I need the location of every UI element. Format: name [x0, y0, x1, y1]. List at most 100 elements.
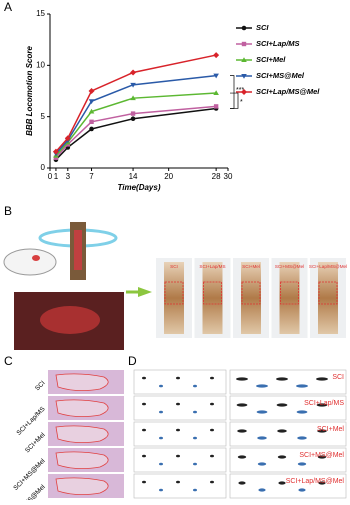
row-label: SCI+Mel: [24, 431, 47, 454]
print: [142, 454, 146, 458]
print: [316, 403, 328, 407]
print: [210, 402, 214, 406]
legend-marker: [241, 89, 247, 95]
legend-label: SCI+Lap/MS@Mel: [256, 87, 320, 96]
row-label: SCI+Mel: [317, 426, 344, 433]
y-tick-label: 15: [36, 9, 45, 18]
point: [88, 88, 95, 94]
print: [237, 429, 247, 433]
print: [256, 410, 268, 414]
print: [176, 454, 180, 458]
point: [65, 142, 70, 147]
x-tick-label: 28: [212, 172, 221, 181]
print: [142, 376, 146, 380]
row-label: SCI+Lap/MS: [304, 400, 344, 407]
print: [278, 481, 286, 485]
annotation: *: [240, 99, 243, 106]
footprint-right: [229, 473, 347, 499]
print: [142, 428, 146, 432]
point: [52, 148, 59, 155]
roi-box: [241, 281, 261, 305]
point: [88, 108, 95, 114]
lesion-outline: [55, 399, 109, 417]
print: [159, 488, 163, 492]
legend-marker: [241, 74, 247, 79]
tissue: [241, 262, 261, 334]
print: [193, 436, 197, 440]
print: [258, 488, 266, 492]
print: [193, 384, 197, 388]
row-label: SCI+Lap/MS: [15, 405, 47, 437]
print: [317, 455, 327, 459]
row-label: SCI+MS@Mel: [299, 452, 344, 459]
y-tick-label: 10: [36, 60, 45, 69]
print: [236, 377, 248, 381]
cord: [74, 230, 82, 270]
tissue: [164, 262, 184, 334]
panel-d: SCI SCI+Lap/MS SCI+Mel SCI+MS@Mel SCI+Lap/MS…: [133, 369, 347, 499]
lesion-outline: [55, 425, 109, 443]
footprint-right: [229, 395, 347, 421]
legend-marker: [241, 41, 247, 47]
y-tick-label: 0: [41, 163, 46, 172]
point: [213, 90, 219, 96]
roi-box: [164, 281, 184, 305]
print: [276, 403, 288, 407]
print: [277, 429, 287, 433]
print: [317, 429, 327, 433]
print: [176, 480, 180, 484]
legend-label: SCI+Lap/MS: [256, 39, 300, 48]
roi-box: [280, 281, 299, 305]
print: [142, 480, 146, 484]
y-tick-label: 5: [41, 112, 46, 121]
lesion-outline: [55, 451, 109, 469]
footprint-left: [133, 395, 227, 421]
legend-marker: [241, 57, 247, 62]
tissue: [318, 262, 338, 334]
bracket: [230, 92, 239, 109]
legend-label: SCI: [256, 23, 269, 32]
print: [236, 403, 248, 407]
point: [64, 135, 71, 142]
panel-label: C: [4, 354, 13, 368]
point: [130, 111, 136, 116]
panel-label: D: [128, 354, 137, 368]
point: [53, 155, 59, 160]
tissue: [202, 262, 223, 334]
print: [193, 462, 197, 466]
print: [256, 384, 268, 388]
print: [159, 462, 163, 466]
panel-label: B: [4, 204, 12, 218]
print: [277, 455, 287, 459]
panel-c: SCISCI+Lap/MSSCI+MelSCI+MS@MelSCI+Lap/MS…: [3, 370, 124, 505]
row-label: SCI+Lap/MS@Mel: [286, 478, 345, 485]
legend-label: SCI+MS@Mel: [256, 71, 305, 80]
x-tick-label: 7: [89, 172, 94, 181]
strip-label: SCI+Lap/MS: [199, 264, 225, 269]
print: [297, 462, 307, 466]
x-axis-label: Time(Days): [118, 183, 161, 192]
x-tick-label: 0: [48, 172, 53, 181]
point: [213, 52, 220, 59]
print: [193, 410, 197, 414]
print: [159, 436, 163, 440]
panel-label: A: [4, 0, 12, 14]
point: [130, 69, 137, 76]
x-tick-label: 1: [54, 172, 59, 181]
footprint-right: [229, 447, 347, 473]
surgery-field: [40, 306, 100, 334]
print: [142, 402, 146, 406]
print: [159, 410, 163, 414]
print: [257, 436, 267, 440]
x-tick-label: 3: [66, 172, 71, 181]
print: [176, 402, 180, 406]
print: [210, 454, 214, 458]
print: [296, 410, 308, 414]
footprint-right: [229, 369, 347, 395]
lesion-outline: [55, 373, 109, 391]
print: [257, 462, 267, 466]
strip-label: SCI+MS@Mel: [275, 264, 304, 269]
series-line: [55, 107, 217, 161]
arrow: [138, 287, 152, 297]
